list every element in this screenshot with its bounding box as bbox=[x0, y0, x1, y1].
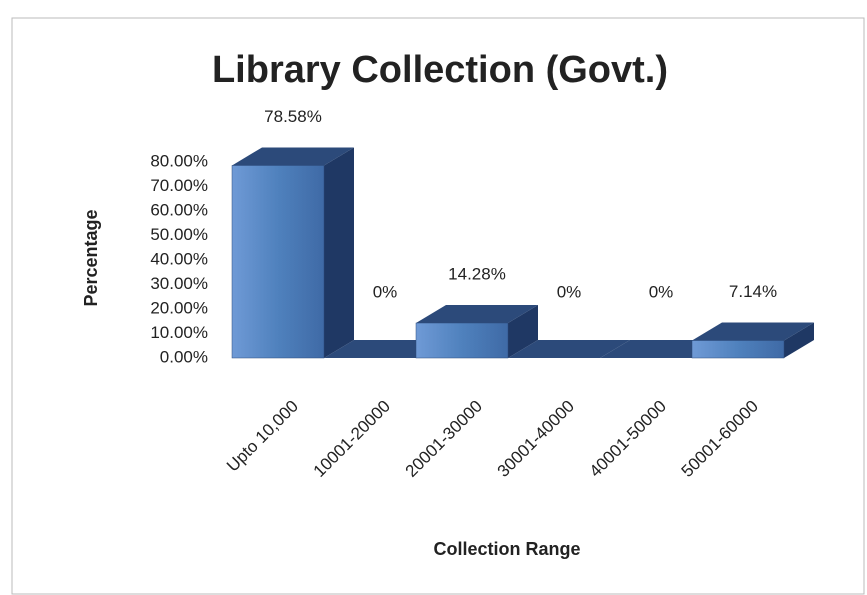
y-tick-label: 80.00% bbox=[150, 151, 208, 170]
bar-front bbox=[691, 340, 785, 359]
bar-side bbox=[784, 322, 814, 358]
x-tick-label: Upto 10,000 bbox=[223, 397, 302, 476]
bar-side bbox=[324, 147, 354, 358]
y-tick-label: 30.00% bbox=[150, 274, 208, 293]
bar-top bbox=[600, 340, 722, 358]
x-tick-label: 20001-30000 bbox=[402, 397, 486, 481]
bar bbox=[231, 147, 354, 359]
bar-front bbox=[231, 165, 325, 359]
bar bbox=[691, 322, 814, 359]
y-tick-label: 60.00% bbox=[150, 200, 208, 219]
y-tick-label: 0.00% bbox=[160, 347, 208, 366]
value-label: 7.14% bbox=[729, 282, 777, 301]
y-tick-label: 40.00% bbox=[150, 249, 208, 268]
y-tick-label: 10.00% bbox=[150, 323, 208, 342]
x-axis-label: Collection Range bbox=[433, 539, 580, 559]
bar-front bbox=[415, 322, 509, 359]
value-label: 0% bbox=[373, 282, 398, 301]
bar-top bbox=[508, 340, 630, 358]
x-tick-label: 40001-50000 bbox=[586, 397, 670, 481]
bar bbox=[508, 340, 630, 358]
y-axis-label: Percentage bbox=[81, 209, 101, 306]
y-tick-label: 70.00% bbox=[150, 176, 208, 195]
bar-top bbox=[692, 322, 814, 341]
bar bbox=[415, 305, 538, 359]
chart-title: Library Collection (Govt.) bbox=[212, 49, 668, 91]
x-tick-label: 30001-40000 bbox=[494, 397, 578, 481]
value-label: 0% bbox=[557, 282, 582, 301]
y-tick-label: 50.00% bbox=[150, 225, 208, 244]
bar bbox=[600, 340, 722, 358]
y-tick-label: 20.00% bbox=[150, 298, 208, 317]
bar-side bbox=[508, 305, 538, 358]
bar-top bbox=[232, 147, 354, 166]
value-label: 0% bbox=[649, 282, 674, 301]
x-tick-label: 10001-20000 bbox=[310, 397, 394, 481]
bar bbox=[324, 340, 446, 358]
bar-top bbox=[416, 305, 538, 324]
chart-frame bbox=[11, 17, 865, 595]
value-label: 14.28% bbox=[448, 264, 506, 283]
value-label: 78.58% bbox=[264, 107, 322, 126]
bar-top bbox=[324, 340, 446, 358]
x-tick-label: 50001-60000 bbox=[678, 397, 762, 481]
